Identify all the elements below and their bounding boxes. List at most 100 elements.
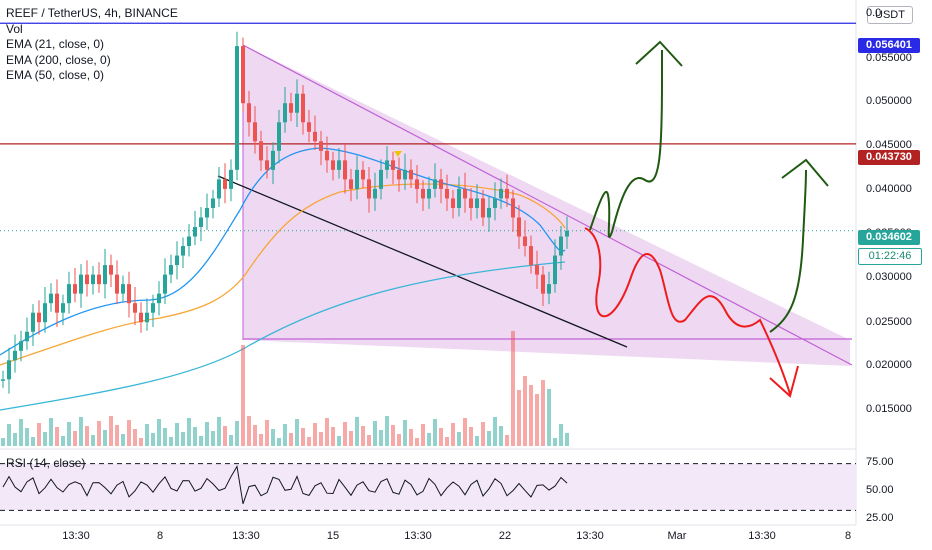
legend-vol[interactable]: Vol bbox=[6, 21, 23, 36]
candle-body bbox=[325, 150, 329, 161]
candle-body bbox=[505, 188, 509, 199]
candle-body bbox=[115, 274, 119, 294]
candle-body bbox=[235, 46, 239, 170]
ema200-line bbox=[0, 261, 566, 411]
rsi-line bbox=[2, 465, 568, 504]
green-arrow-head-2 bbox=[781, 158, 829, 187]
candle-body bbox=[13, 350, 17, 361]
volume-bar bbox=[439, 428, 443, 446]
candle-body bbox=[415, 179, 419, 189]
candle-body bbox=[37, 312, 41, 323]
candle-body bbox=[127, 284, 131, 304]
volume-bar bbox=[331, 427, 335, 446]
candle-body bbox=[151, 303, 155, 313]
symbol-title[interactable]: REEF / TetherUS, 4h, BINANCE bbox=[6, 6, 178, 20]
volume-bar bbox=[391, 425, 395, 446]
volume-bar bbox=[97, 421, 101, 446]
signal-marker bbox=[394, 151, 402, 157]
candle-body bbox=[271, 150, 275, 170]
volume-bar bbox=[19, 419, 23, 446]
volume-bar bbox=[499, 426, 503, 446]
volume-bar bbox=[205, 422, 209, 446]
volume-bar bbox=[517, 390, 521, 446]
currency-button[interactable]: USDT bbox=[867, 6, 913, 24]
volume-bar bbox=[91, 435, 95, 446]
time-axis-label: 13:30 bbox=[404, 530, 432, 542]
candle-body bbox=[187, 236, 191, 247]
support-trendline bbox=[217, 175, 628, 348]
volume-bar bbox=[217, 417, 221, 446]
candle-body bbox=[211, 198, 215, 208]
time-axis-label: 15 bbox=[326, 530, 340, 542]
volume-bar bbox=[73, 431, 77, 446]
candle-body bbox=[157, 293, 161, 304]
candle-body bbox=[553, 255, 557, 285]
price-axis-label: 0.040000 bbox=[866, 183, 912, 195]
wedge-upper-trendline bbox=[242, 44, 853, 366]
volume-bar bbox=[433, 419, 437, 446]
volume-bar bbox=[457, 432, 461, 446]
ema21-line bbox=[0, 147, 566, 356]
candle-body bbox=[79, 274, 83, 294]
candle-body bbox=[529, 246, 533, 266]
candle-body bbox=[19, 341, 23, 351]
candle-body bbox=[373, 188, 377, 199]
red-level-tag: 0.043730 bbox=[858, 150, 920, 165]
volume-bar bbox=[337, 436, 341, 446]
time-axis-label: 8 bbox=[156, 530, 164, 542]
legend-ema21[interactable]: EMA (21, close, 0) bbox=[6, 37, 105, 51]
last-price-tag: 0.034602 bbox=[858, 230, 920, 245]
candle-body bbox=[367, 179, 371, 199]
volume-bar bbox=[253, 425, 257, 446]
volume-bar bbox=[133, 429, 137, 446]
candle-body bbox=[193, 227, 197, 237]
volume-bar bbox=[163, 428, 167, 446]
candle-body bbox=[499, 188, 503, 199]
volume-bar bbox=[487, 431, 491, 446]
legend-ema200[interactable]: EMA (200, close, 0) bbox=[6, 52, 111, 67]
candle-body bbox=[565, 230, 569, 237]
countdown-tag: 01:22:46 bbox=[858, 248, 922, 265]
volume-bar bbox=[379, 430, 383, 446]
candle-body bbox=[97, 274, 101, 285]
candle-body bbox=[331, 160, 335, 170]
time-axis-label: 13:30 bbox=[232, 530, 260, 542]
volume-bar bbox=[523, 376, 527, 446]
candle-body bbox=[493, 198, 497, 208]
volume-bar bbox=[223, 426, 227, 446]
rsi-label[interactable]: RSI (14, close) bbox=[6, 456, 86, 470]
volume-bar bbox=[55, 427, 59, 446]
candle-body bbox=[181, 246, 185, 256]
volume-bar bbox=[127, 420, 131, 446]
candle-body bbox=[67, 284, 71, 304]
candle-body bbox=[319, 141, 323, 151]
time-axis-label: 13:30 bbox=[576, 530, 604, 542]
candle-body bbox=[421, 188, 425, 199]
candle-body bbox=[517, 217, 521, 237]
volume-bar bbox=[289, 433, 293, 446]
volume-bar bbox=[211, 431, 215, 446]
volume-bar bbox=[325, 418, 329, 446]
volume-bar bbox=[85, 426, 89, 446]
price-axis-label: 0.0 bbox=[866, 7, 882, 19]
time-axis-label: 8 bbox=[844, 530, 852, 542]
volume-bar bbox=[187, 418, 191, 446]
volume-bar bbox=[259, 434, 263, 446]
legend-ema50[interactable]: EMA (50, close, 0) bbox=[6, 68, 105, 82]
volume-bar bbox=[403, 420, 407, 446]
candle-body bbox=[301, 93, 305, 123]
volume-bar bbox=[175, 423, 179, 446]
green-arrow-head bbox=[635, 40, 683, 67]
candle-body bbox=[139, 312, 143, 323]
candle-body bbox=[451, 198, 455, 208]
price-axis-label: 0.045000 bbox=[866, 139, 912, 151]
candle-body bbox=[289, 103, 293, 113]
volume-bar bbox=[109, 416, 113, 446]
volume-bar bbox=[103, 430, 107, 446]
volume-bar bbox=[193, 427, 197, 446]
volume-bar bbox=[277, 438, 281, 446]
candle-body bbox=[403, 169, 407, 180]
candle-body bbox=[145, 312, 149, 323]
candle-body bbox=[43, 303, 47, 323]
